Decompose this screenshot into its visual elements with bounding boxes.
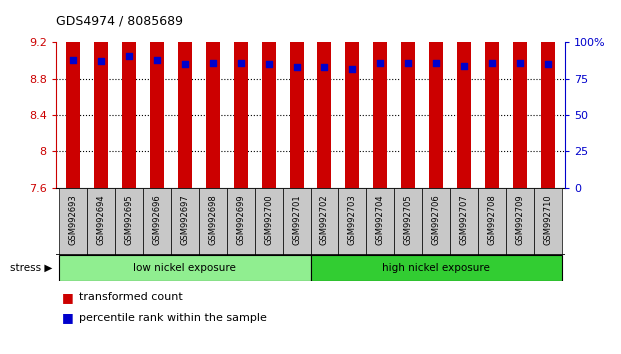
Text: low nickel exposure: low nickel exposure xyxy=(133,263,236,273)
Bar xyxy=(514,0,527,188)
Bar xyxy=(338,188,366,255)
Text: percentile rank within the sample: percentile rank within the sample xyxy=(79,313,268,322)
Bar xyxy=(458,0,471,188)
Bar xyxy=(506,188,534,255)
Text: stress ▶: stress ▶ xyxy=(11,263,53,273)
Bar xyxy=(283,188,310,255)
Point xyxy=(348,66,358,72)
Text: GSM992693: GSM992693 xyxy=(68,195,77,245)
Bar xyxy=(394,188,422,255)
Text: GSM992707: GSM992707 xyxy=(460,195,469,245)
Bar xyxy=(261,0,276,188)
Bar xyxy=(422,188,450,255)
Bar xyxy=(59,255,310,281)
Bar xyxy=(199,188,227,255)
Point xyxy=(543,62,553,67)
Bar xyxy=(373,0,388,188)
Text: GSM992702: GSM992702 xyxy=(320,195,329,245)
Bar xyxy=(310,188,338,255)
Point xyxy=(179,62,189,67)
Bar xyxy=(206,0,220,188)
Text: GSM992709: GSM992709 xyxy=(516,195,525,245)
Bar xyxy=(122,0,135,188)
Point xyxy=(515,60,525,65)
Point xyxy=(152,57,161,63)
Bar xyxy=(66,0,79,188)
Text: transformed count: transformed count xyxy=(79,292,183,302)
Text: GDS4974 / 8085689: GDS4974 / 8085689 xyxy=(56,14,183,27)
Bar xyxy=(178,0,192,188)
Bar xyxy=(115,188,143,255)
Text: GSM992697: GSM992697 xyxy=(180,195,189,245)
Text: GSM992700: GSM992700 xyxy=(264,195,273,245)
Text: GSM992708: GSM992708 xyxy=(488,195,497,245)
Point xyxy=(207,60,217,65)
Bar xyxy=(478,188,506,255)
Bar xyxy=(289,0,304,188)
Bar xyxy=(542,0,555,188)
Point xyxy=(68,57,78,63)
Text: GSM992698: GSM992698 xyxy=(208,195,217,245)
Text: GSM992701: GSM992701 xyxy=(292,195,301,245)
Point xyxy=(320,64,330,70)
Bar xyxy=(366,188,394,255)
Point xyxy=(263,62,273,67)
Bar xyxy=(87,188,115,255)
Text: GSM992705: GSM992705 xyxy=(404,195,413,245)
Point xyxy=(487,60,497,65)
Text: GSM992695: GSM992695 xyxy=(124,195,133,245)
Text: GSM992703: GSM992703 xyxy=(348,195,357,245)
Point xyxy=(235,60,245,65)
Text: GSM992704: GSM992704 xyxy=(376,195,385,245)
Text: GSM992710: GSM992710 xyxy=(544,195,553,245)
Bar xyxy=(450,188,478,255)
Text: ■: ■ xyxy=(62,291,74,304)
Point xyxy=(460,63,469,69)
Text: GSM992699: GSM992699 xyxy=(236,195,245,245)
Point xyxy=(432,60,442,65)
Bar xyxy=(143,188,171,255)
Bar xyxy=(486,0,499,188)
Bar xyxy=(317,0,332,188)
Text: high nickel exposure: high nickel exposure xyxy=(383,263,491,273)
Bar xyxy=(233,0,248,188)
Point xyxy=(376,60,386,65)
Point xyxy=(291,64,301,70)
Bar xyxy=(255,188,283,255)
Point xyxy=(124,53,134,58)
Text: GSM992706: GSM992706 xyxy=(432,195,441,245)
Bar xyxy=(534,188,562,255)
Bar xyxy=(345,0,360,188)
Bar xyxy=(429,0,443,188)
Point xyxy=(404,60,414,65)
Bar xyxy=(171,188,199,255)
Bar xyxy=(227,188,255,255)
Bar xyxy=(59,188,87,255)
Text: GSM992694: GSM992694 xyxy=(96,195,105,245)
Point xyxy=(96,58,106,64)
Bar xyxy=(150,0,163,188)
Text: ■: ■ xyxy=(62,311,74,324)
Bar xyxy=(94,0,107,188)
Bar xyxy=(310,255,562,281)
Bar xyxy=(401,0,415,188)
Text: GSM992696: GSM992696 xyxy=(152,195,161,245)
